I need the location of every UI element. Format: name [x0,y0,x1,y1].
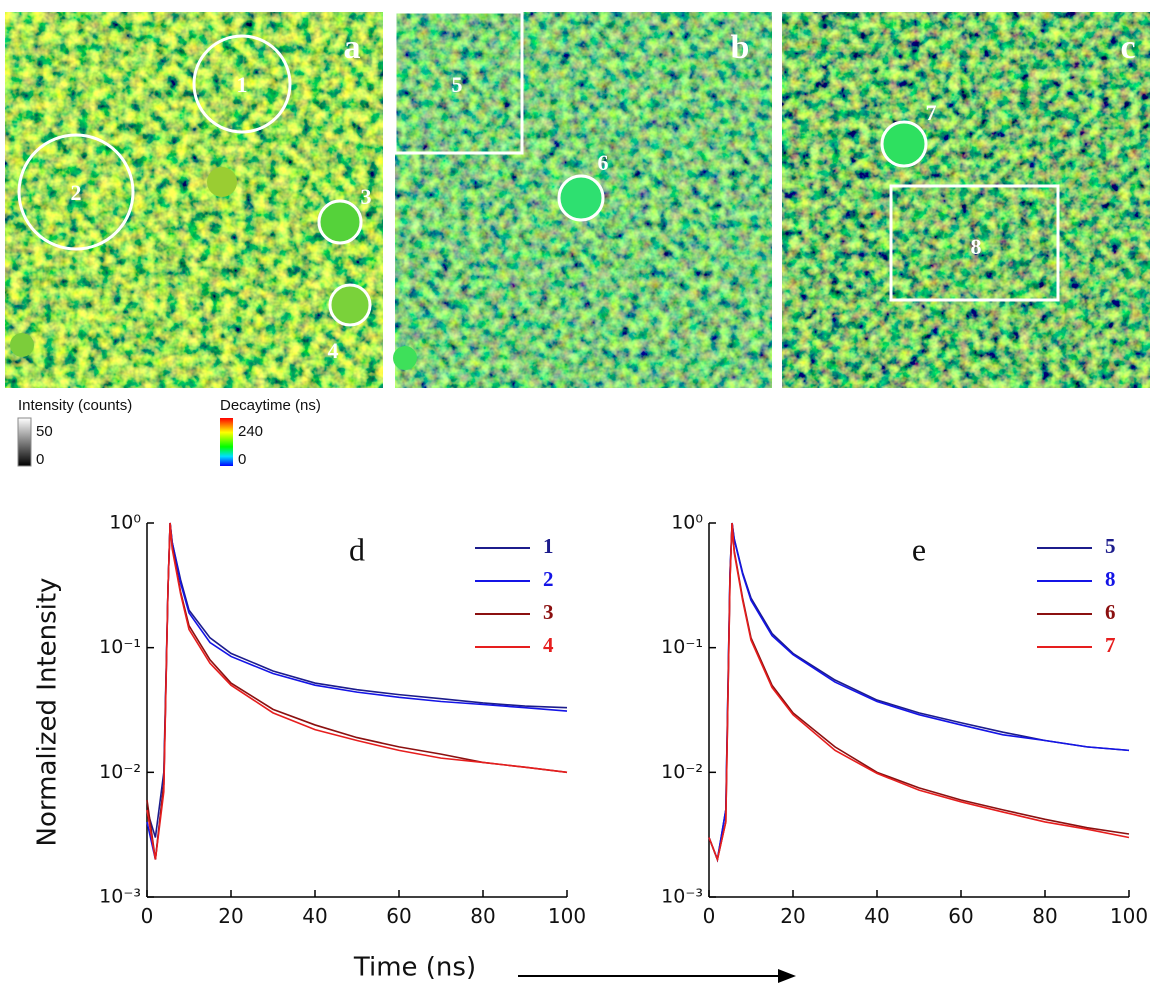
series-line [708,522,1130,863]
particle [207,167,237,197]
series-line [146,522,568,860]
region-label: 5 [452,72,463,97]
region-circle [557,174,605,222]
colorbar: Intensity (counts) 50 0 [17,397,132,468]
region-label: 3 [361,184,372,209]
region-label: 4 [328,338,339,363]
series-line [708,522,1130,863]
legend-label: 7 [1105,633,1116,657]
region-circle [880,120,928,168]
region-rect [393,10,524,155]
legend-label: 3 [543,600,554,624]
y-tick-label: 10⁻² [99,761,141,783]
image-panel: 5 6 b [393,10,772,388]
region-rect [889,184,1060,302]
panel-label: e [912,531,926,567]
colorbar-title: Intensity (counts) [18,397,132,414]
legend-label: 4 [543,633,554,657]
legend-label: 8 [1105,567,1116,591]
series-line [146,522,568,860]
y-tick-label: 10⁻¹ [661,636,703,658]
y-tick-label: 10⁰ [109,512,141,534]
legend-label: 1 [543,534,554,558]
particle [10,333,34,357]
image-panel: 1 2 3 4 a [5,12,383,388]
colorbar-scale [220,418,233,466]
series-line [708,522,1130,863]
panel-label: b [731,29,750,66]
particle [393,346,417,370]
y-tick-label: 10⁻¹ [99,636,141,658]
x-tick-label: 80 [470,904,495,928]
x-tick-label: 100 [548,904,586,928]
x-axis-title: Time (ns) [353,953,476,983]
region-label: 8 [971,234,982,259]
series-line [146,522,568,838]
region-label: 6 [598,150,609,175]
micrograph [782,12,1150,388]
y-tick-label: 10⁻³ [99,886,141,908]
x-tick-label: 0 [141,904,154,928]
region-circle [17,133,135,251]
y-axis-title: Normalized Intensity [33,578,63,847]
x-tick-label: 20 [780,904,805,928]
series-line [708,522,1130,863]
region-label: 1 [237,72,248,97]
colorbar: Decaytime (ns) 240 0 [220,397,321,468]
colorbar-title: Decaytime (ns) [220,397,321,414]
x-tick-label: 80 [1032,904,1057,928]
legend-label: 2 [543,567,554,591]
colorbar-min: 0 [238,451,246,468]
legend-label: 5 [1105,534,1116,558]
region-label: 2 [71,180,82,205]
panel-label: d [349,531,365,567]
x-tick-label: 60 [948,904,973,928]
x-tick-label: 40 [302,904,327,928]
y-tick-label: 10⁻² [661,761,703,783]
region-circle [192,34,292,134]
region-circle [317,199,363,245]
y-tick-label: 10⁻³ [661,886,703,908]
x-tick-label: 40 [864,904,889,928]
colorbar-scale [17,417,32,467]
micrograph [5,12,383,388]
x-tick-label: 0 [703,904,716,928]
region-circle [328,283,372,327]
colorbar-max: 240 [238,423,263,440]
colorbar-max: 50 [36,423,53,440]
arrow-head [778,969,796,983]
y-tick-label: 10⁰ [671,512,703,534]
legend-label: 6 [1105,600,1116,624]
panel-label: c [1120,29,1135,66]
x-tick-label: 60 [386,904,411,928]
series-line [146,522,568,860]
x-tick-label: 100 [1110,904,1148,928]
colorbar-min: 0 [36,451,44,468]
panel-label: a [344,29,361,66]
x-tick-label: 20 [218,904,243,928]
region-label: 7 [926,100,937,125]
image-panel: 7 8 c [782,12,1150,388]
